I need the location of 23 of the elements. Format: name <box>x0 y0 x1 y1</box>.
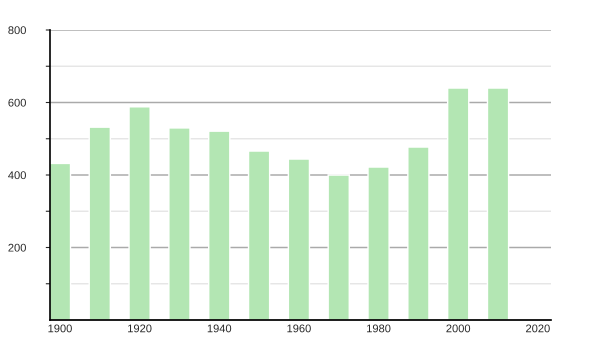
bar <box>407 146 430 320</box>
bar <box>208 130 231 320</box>
x-tick-label: 1920 <box>128 324 152 332</box>
bar <box>288 158 310 320</box>
x-tick-label: 2020 <box>526 324 550 332</box>
bar <box>367 166 390 320</box>
y-tick-label: 400 <box>8 171 26 180</box>
x-tick-label: 1980 <box>367 324 390 332</box>
bar <box>50 162 72 320</box>
y-tick-label: 200 <box>8 244 26 252</box>
x-tick-label: 2000 <box>446 324 470 332</box>
bar <box>486 87 510 320</box>
x-tick-label: 1940 <box>208 324 232 332</box>
x-tick-label: 1960 <box>287 324 311 332</box>
bar <box>327 174 350 320</box>
bar <box>248 150 270 320</box>
bar <box>446 87 470 320</box>
y-tick-label: 800 <box>8 26 26 34</box>
bar <box>168 127 191 320</box>
bar <box>88 126 112 320</box>
bar <box>128 106 151 320</box>
x-tick-label: 1900 <box>48 324 72 332</box>
y-tick-label: 600 <box>8 98 26 107</box>
